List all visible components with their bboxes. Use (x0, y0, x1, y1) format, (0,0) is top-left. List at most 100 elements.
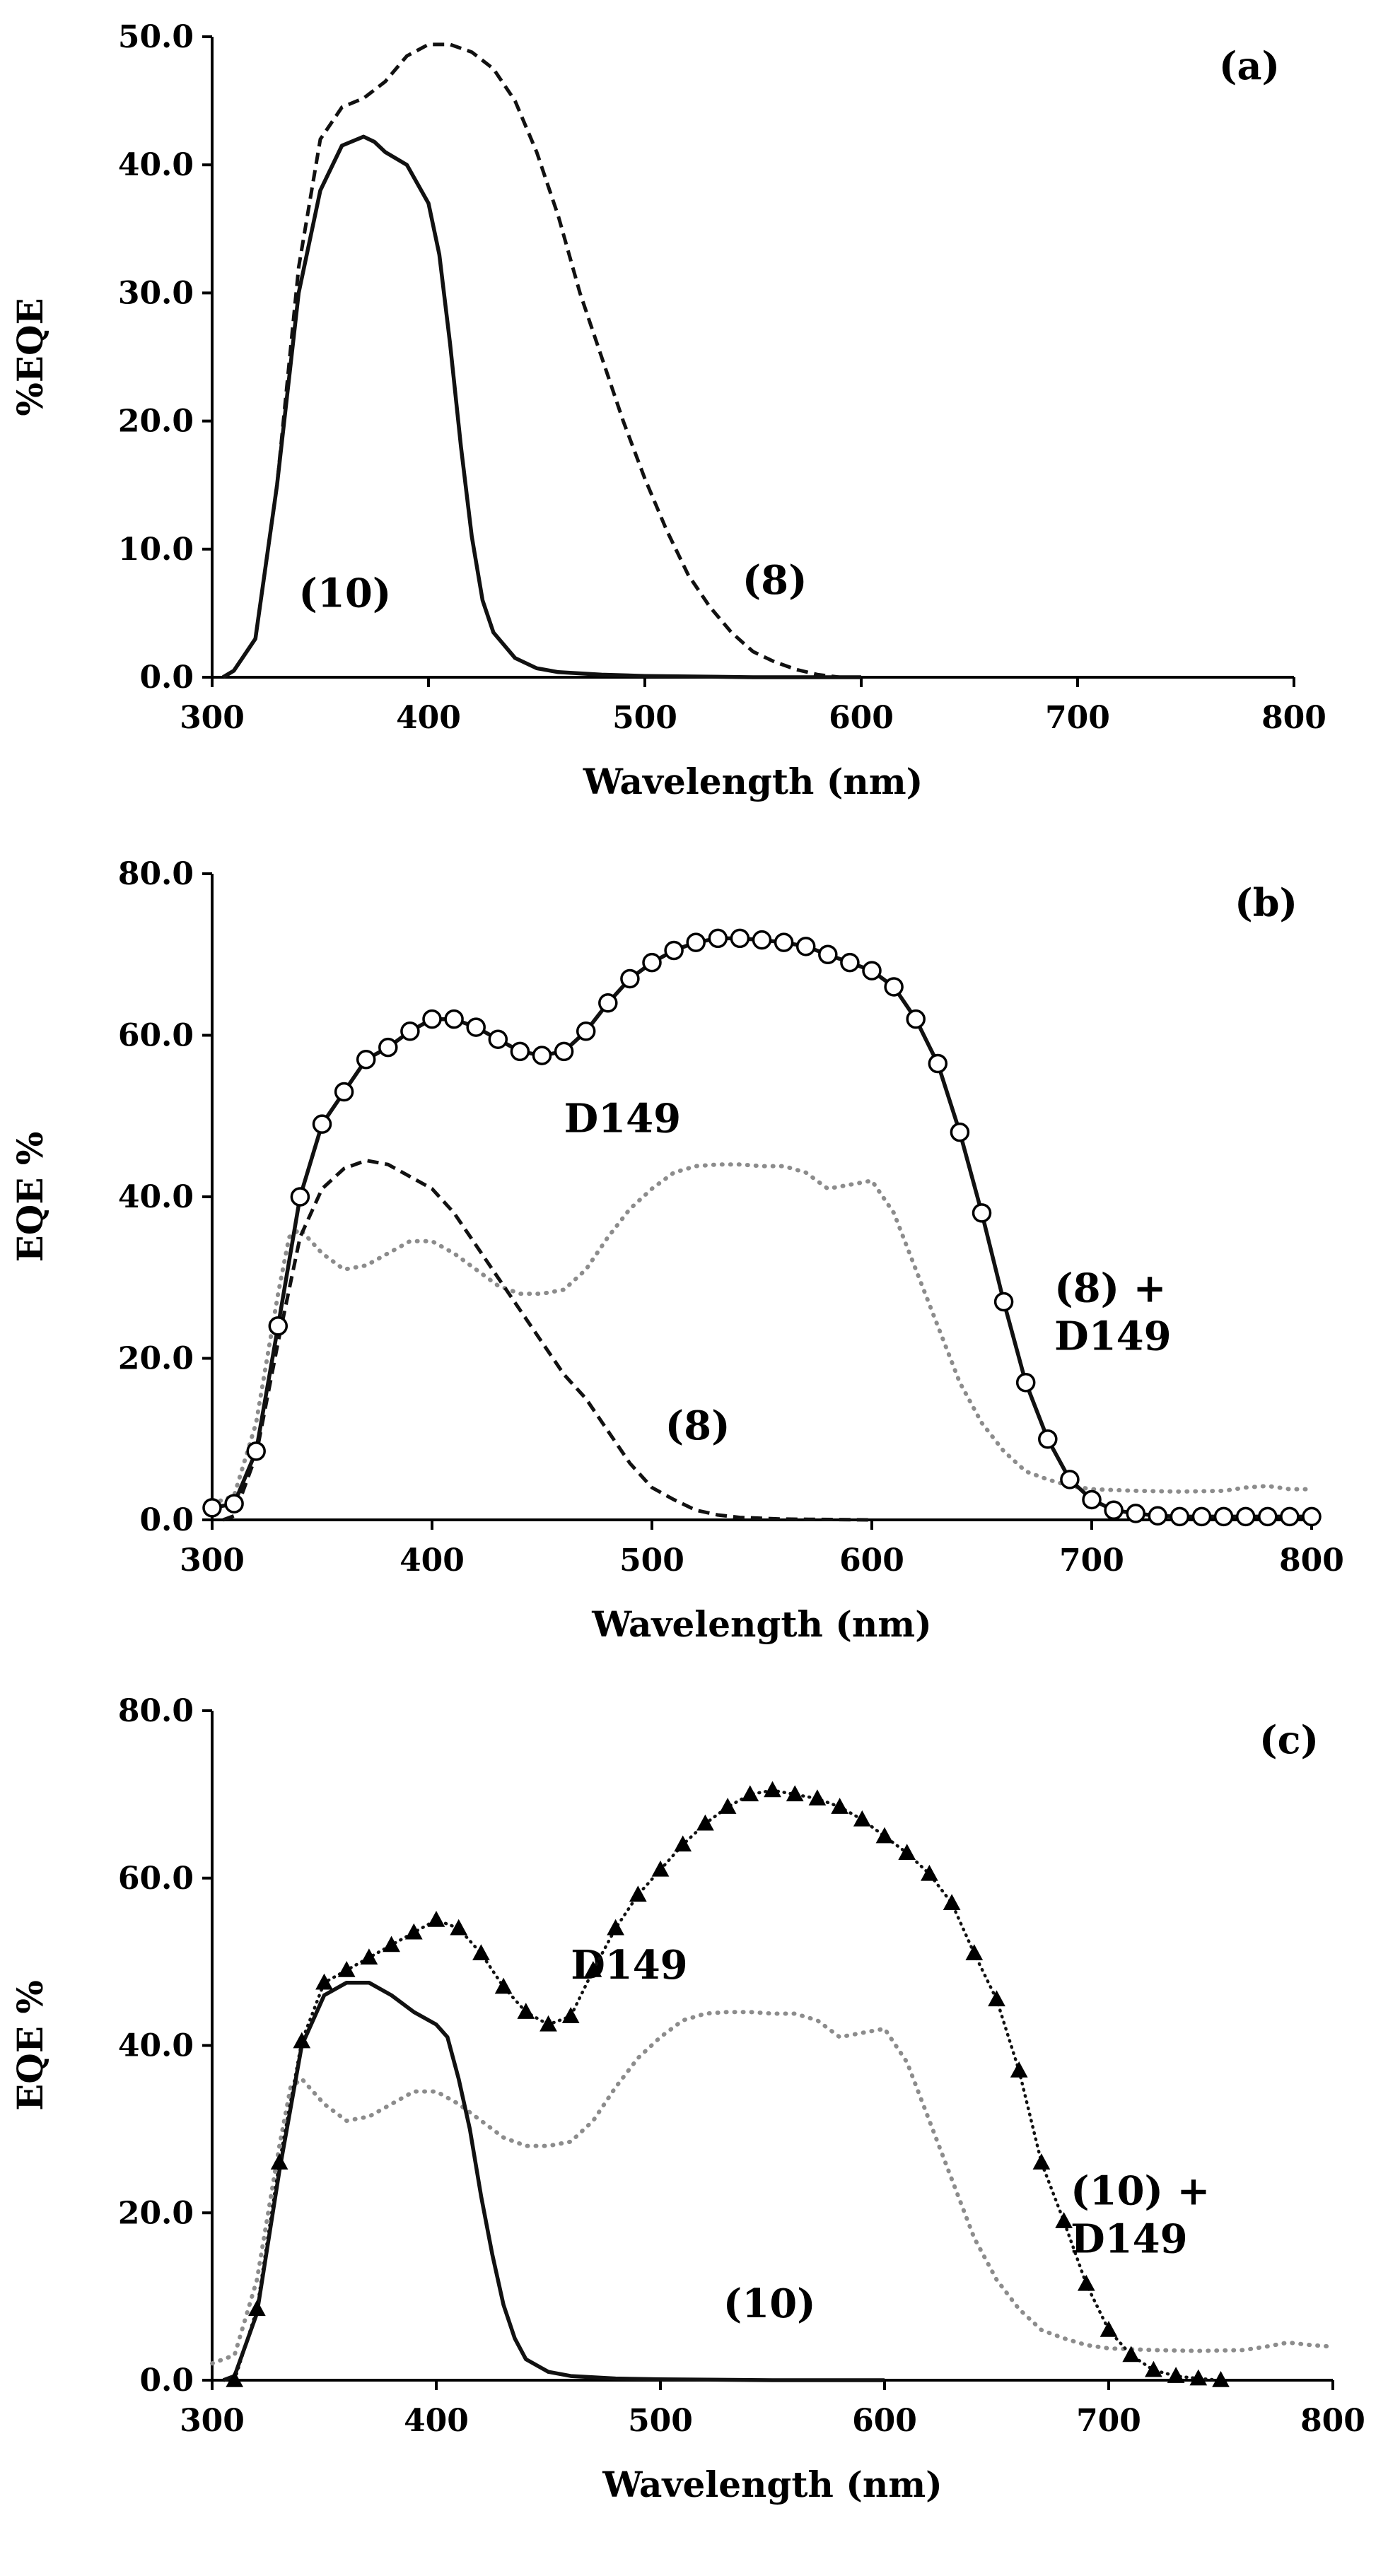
series-label: D149 (1071, 2215, 1187, 2262)
y-tick-label: 20.0 (118, 1341, 194, 1377)
data-point-circle (356, 1050, 376, 1070)
y-axis-title: EQE % (9, 1980, 51, 2111)
data-point-triangle (1032, 2153, 1051, 2170)
y-axis-title: EQE % (9, 1132, 51, 1263)
data-point-circle (795, 937, 816, 956)
data-point-triangle (607, 1919, 624, 1936)
data-point-triangle (1145, 2360, 1162, 2377)
data-point-circle (708, 928, 728, 949)
y-tick-label: 60.0 (118, 1018, 194, 1054)
data-point-circle (906, 1009, 926, 1029)
x-axis-title: Wavelength (nm) (591, 1603, 932, 1645)
data-point-circle (928, 1053, 948, 1074)
data-point-circle (1213, 1506, 1234, 1527)
data-point-triangle (1189, 2369, 1208, 2386)
x-tick-label: 700 (1045, 700, 1110, 736)
y-tick-label: 0.0 (139, 2363, 194, 2399)
chart-panel-1: 300 400 500 600 700 800 0.0 20.0 40.0 60.0 80.0 Wav… (9, 856, 1344, 1645)
series-label: (8) (742, 557, 807, 604)
data-point-circle (1170, 1506, 1190, 1527)
data-point-triangle (786, 1785, 804, 1802)
data-point-triangle (629, 1885, 647, 1902)
data-point-triangle (1055, 2212, 1073, 2228)
data-point-triangle (383, 1936, 400, 1953)
data-point-triangle (540, 2015, 557, 2032)
data-point-circle (532, 1046, 552, 1065)
data-point-circle (1038, 1429, 1058, 1449)
x-axis-title: Wavelength (nm) (602, 2464, 943, 2505)
y-tick-label: 40.0 (118, 2028, 194, 2064)
x-tick-label: 600 (829, 700, 894, 736)
y-tick-label: 10.0 (118, 532, 194, 568)
data-point-circle (664, 940, 684, 961)
data-point-triangle (741, 1785, 759, 1802)
data-point-triangle (494, 1977, 513, 1994)
series-line-d149 (210, 2010, 1335, 2366)
data-point-triangle (831, 1798, 848, 1814)
data-point-circle (290, 1187, 310, 1207)
data-point-circle (598, 993, 618, 1013)
y-tick-label: 40.0 (118, 1179, 194, 1215)
series-label: D149 (564, 1096, 681, 1142)
data-point-triangle (472, 1944, 490, 1961)
data-point-circle (642, 952, 662, 973)
data-point-circle (1191, 1506, 1212, 1527)
data-point-circle (1280, 1506, 1300, 1527)
data-point-circle (972, 1203, 992, 1223)
data-point-circle (554, 1041, 574, 1062)
data-point-circle (1104, 1500, 1124, 1521)
data-point-circle (510, 1041, 530, 1062)
data-point-triangle (1122, 2346, 1141, 2363)
data-point-triangle (651, 1860, 670, 1877)
data-point-circle (1082, 1489, 1102, 1510)
y-tick-label: 0.0 (139, 1502, 194, 1538)
data-point-circle (224, 1494, 244, 1514)
data-point-circle (576, 1021, 596, 1041)
y-tick-label: 50.0 (118, 19, 194, 55)
data-point-triangle (584, 1960, 602, 1977)
series-label: (8) (665, 1403, 730, 1449)
data-point-circle (488, 1029, 508, 1049)
data-point-circle (202, 1498, 222, 1518)
data-point-circle (1126, 1504, 1145, 1523)
y-tick-label: 20.0 (118, 2195, 194, 2231)
x-tick-label: 400 (404, 2403, 469, 2439)
data-point-circle (378, 1037, 398, 1058)
data-point-circle (422, 1009, 442, 1029)
series-line-10 (221, 134, 861, 679)
data-point-circle (993, 1292, 1014, 1312)
x-tick-label: 300 (180, 700, 245, 736)
x-tick-label: 800 (1279, 1542, 1344, 1579)
data-point-triangle (404, 1923, 423, 1940)
x-tick-label: 700 (1059, 1542, 1124, 1579)
data-point-circle (246, 1441, 266, 1461)
data-point-triangle (875, 1827, 894, 1844)
data-point-triangle (1077, 2274, 1095, 2291)
data-point-triangle (1100, 2320, 1118, 2337)
x-tick-label: 500 (628, 2403, 693, 2439)
data-point-circle (1060, 1470, 1080, 1489)
x-tick-label: 300 (180, 1542, 245, 1579)
data-point-circle (334, 1082, 354, 1102)
data-point-triangle (427, 1910, 445, 1927)
y-tick-label: 60.0 (118, 1861, 194, 1897)
data-point-triangle (270, 2153, 288, 2170)
data-point-triangle (696, 1814, 714, 1831)
data-point-triangle (450, 1919, 468, 1936)
y-tick-label: 80.0 (118, 1693, 194, 1729)
data-point-circle (862, 961, 882, 980)
x-tick-label: 400 (400, 1542, 465, 1579)
data-point-triangle (337, 1960, 356, 1977)
chart-panel-0: 300 400 500 600 700 800 0.0 10.0 20.0 30.0 40.0 50.… (9, 19, 1326, 802)
data-point-circle (1148, 1506, 1168, 1526)
y-axis-title: %EQE (9, 298, 51, 416)
x-axis-title: Wavelength (nm) (583, 761, 923, 802)
series-label: (10) (298, 570, 391, 616)
series-label: D149 (1054, 1313, 1171, 1360)
data-point-triangle (293, 2032, 311, 2049)
panel-label: (c) (1259, 1717, 1319, 1762)
data-point-circle (1235, 1506, 1256, 1527)
data-point-triangle (360, 1948, 378, 1965)
y-tick-label: 40.0 (118, 147, 194, 183)
